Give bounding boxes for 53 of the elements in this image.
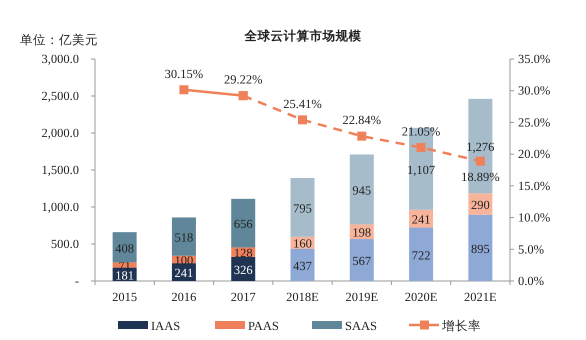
data-label: 518 — [174, 230, 194, 245]
data-label: 241 — [412, 212, 430, 227]
y2-tick-label: 15.0% — [518, 178, 550, 193]
y2-tick-label: 35.0% — [518, 52, 550, 66]
data-label: 656 — [234, 217, 253, 232]
y2-tick-label: 10.0% — [518, 210, 550, 225]
y-tick-label: - — [74, 274, 79, 288]
data-label: 567 — [352, 254, 372, 268]
y2-tick-label: 5.0% — [518, 242, 544, 256]
x-tick-label: 2020E — [404, 290, 438, 304]
data-label: 21.05% — [402, 124, 440, 138]
y-tick-label: 3,000.0 — [42, 52, 79, 66]
y2-tick-label: 20.0% — [518, 147, 550, 162]
y2-tick-label: 30.0% — [518, 84, 550, 98]
y-tick-label: 500.0 — [50, 237, 79, 251]
y2-tick-label: 0.0% — [518, 274, 544, 288]
legend-label: 增长率 — [441, 318, 481, 333]
legend-label: PAAS — [248, 319, 279, 333]
legend-label: SAAS — [345, 319, 378, 333]
x-tick-label: 2019E — [345, 290, 378, 304]
data-label: 241 — [174, 266, 194, 280]
data-label: 945 — [352, 183, 372, 198]
data-label: 408 — [115, 241, 134, 256]
data-label: 128 — [234, 246, 253, 260]
x-tick-label: 2018E — [286, 290, 320, 304]
data-label: 198 — [352, 226, 372, 240]
data-label: 795 — [293, 201, 312, 216]
y2-tick-label: 25.0% — [518, 115, 550, 130]
data-label: 437 — [293, 258, 312, 273]
x-tick-label: 2017 — [230, 290, 256, 304]
data-label: 1,276 — [466, 140, 494, 154]
legend-label: IAAS — [151, 319, 180, 333]
data-label: 722 — [412, 248, 430, 262]
data-label: 895 — [470, 242, 490, 256]
x-tick-label: 2016 — [171, 290, 196, 304]
data-label: 25.41% — [283, 96, 322, 111]
x-tick-label: 2015 — [112, 290, 138, 304]
y-tick-label: 1,000.0 — [42, 200, 79, 214]
x-tick-label: 2021E — [464, 290, 498, 304]
data-label: 160 — [293, 236, 312, 251]
data-label: 22.84% — [342, 113, 382, 128]
y-axis-title: 单位：亿美元 — [20, 32, 98, 47]
chart-title: 全球云计算市场规模 — [244, 28, 362, 43]
data-label: 326 — [234, 262, 253, 277]
y-tick-label: 1,500.0 — [42, 163, 79, 177]
y-tick-label: 2,500.0 — [42, 89, 79, 103]
data-label: 290 — [470, 198, 490, 212]
data-label: 29.22% — [224, 72, 262, 87]
data-label: 18.89% — [461, 170, 500, 184]
data-label: 181 — [115, 268, 134, 282]
data-label: 1,107 — [407, 162, 436, 177]
data-label: 30.15% — [164, 66, 204, 81]
y-tick-label: 2,000.0 — [42, 126, 79, 140]
